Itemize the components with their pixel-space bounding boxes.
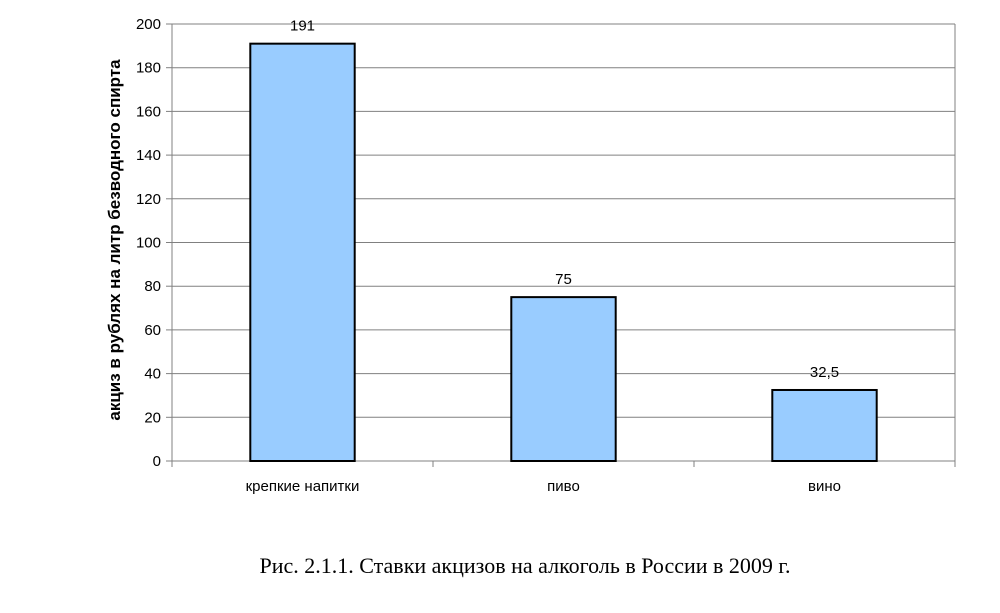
bar-2 — [510, 296, 617, 462]
bars — [249, 42, 878, 462]
bar-1 — [249, 42, 356, 462]
y-tick-label: 40 — [144, 366, 161, 383]
y-tick-label: 160 — [136, 103, 161, 120]
data-label: 191 — [290, 18, 315, 35]
data-label: 32,5 — [810, 364, 839, 381]
y-axis-title: акциз в рублях на литр безводного спирта — [105, 59, 124, 421]
figure-caption: Рис. 2.1.1. Ставки акцизов на алкоголь в… — [259, 553, 791, 578]
x-tick-label: вино — [808, 478, 841, 495]
y-tick-label: 140 — [136, 147, 161, 164]
x-tick-label: пиво — [547, 478, 580, 495]
y-tick-label: 200 — [136, 16, 161, 33]
bar-chart: 0 20 40 60 80 100 120 140 160 180 200 191 крепкие на… — [105, 16, 956, 495]
labels: 0 20 40 60 80 100 120 140 160 180 200 191 крепкие на… — [136, 16, 841, 495]
y-tick-label: 180 — [136, 60, 161, 77]
x-tick-label: крепкие напитки — [246, 478, 360, 495]
y-tick-label: 60 — [144, 322, 161, 339]
y-tick-label: 120 — [136, 191, 161, 208]
y-tick-label: 0 — [153, 453, 161, 470]
y-tick-label: 100 — [136, 235, 161, 252]
y-tick-label: 20 — [144, 409, 161, 426]
data-label: 75 — [555, 271, 572, 288]
y-tick-label: 80 — [144, 278, 161, 295]
bar-3 — [771, 388, 878, 462]
